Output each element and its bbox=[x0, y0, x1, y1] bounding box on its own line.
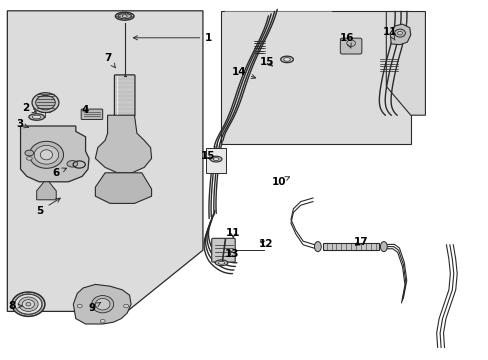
Text: 5: 5 bbox=[37, 198, 60, 216]
FancyBboxPatch shape bbox=[81, 109, 102, 120]
Text: 15: 15 bbox=[200, 150, 215, 161]
Ellipse shape bbox=[67, 161, 78, 167]
Polygon shape bbox=[224, 12, 332, 110]
Text: 4: 4 bbox=[81, 105, 89, 115]
Ellipse shape bbox=[12, 292, 45, 316]
Text: 6: 6 bbox=[53, 168, 66, 178]
Text: 10: 10 bbox=[271, 177, 289, 187]
FancyBboxPatch shape bbox=[114, 75, 135, 116]
Ellipse shape bbox=[95, 298, 110, 310]
Text: 13: 13 bbox=[224, 249, 239, 259]
Polygon shape bbox=[389, 24, 410, 45]
Ellipse shape bbox=[29, 114, 44, 120]
Ellipse shape bbox=[100, 319, 105, 323]
Ellipse shape bbox=[25, 150, 34, 156]
Ellipse shape bbox=[36, 95, 55, 110]
Polygon shape bbox=[95, 115, 151, 173]
Ellipse shape bbox=[280, 56, 293, 63]
Ellipse shape bbox=[19, 297, 38, 311]
Polygon shape bbox=[20, 126, 89, 182]
Ellipse shape bbox=[115, 12, 134, 20]
Text: 1: 1 bbox=[133, 33, 212, 43]
Ellipse shape bbox=[77, 304, 82, 308]
Ellipse shape bbox=[22, 300, 34, 309]
FancyBboxPatch shape bbox=[211, 238, 235, 262]
Text: 12: 12 bbox=[259, 239, 273, 249]
Text: 17: 17 bbox=[353, 237, 367, 247]
Polygon shape bbox=[7, 11, 203, 311]
Ellipse shape bbox=[32, 115, 41, 119]
Text: 15: 15 bbox=[260, 57, 274, 67]
Polygon shape bbox=[386, 12, 425, 115]
Ellipse shape bbox=[34, 145, 59, 164]
Bar bbox=[206, 148, 225, 173]
Ellipse shape bbox=[118, 14, 131, 19]
Ellipse shape bbox=[26, 302, 31, 306]
Ellipse shape bbox=[32, 93, 59, 112]
Text: 16: 16 bbox=[339, 33, 354, 48]
Polygon shape bbox=[73, 284, 131, 324]
Ellipse shape bbox=[283, 58, 290, 61]
Ellipse shape bbox=[40, 150, 53, 160]
Text: 14: 14 bbox=[231, 67, 255, 78]
Ellipse shape bbox=[122, 15, 127, 18]
Ellipse shape bbox=[29, 141, 63, 168]
Text: 9: 9 bbox=[88, 302, 101, 313]
Ellipse shape bbox=[397, 31, 402, 35]
Ellipse shape bbox=[15, 294, 42, 314]
Text: 3: 3 bbox=[16, 119, 29, 129]
Ellipse shape bbox=[210, 156, 222, 162]
Bar bbox=[322, 243, 378, 250]
Ellipse shape bbox=[26, 157, 32, 160]
Polygon shape bbox=[37, 182, 56, 200]
Text: 2: 2 bbox=[22, 103, 37, 113]
Text: 8: 8 bbox=[9, 301, 22, 311]
Ellipse shape bbox=[213, 158, 219, 161]
Ellipse shape bbox=[346, 40, 355, 46]
Ellipse shape bbox=[218, 261, 224, 264]
Ellipse shape bbox=[314, 242, 321, 252]
Ellipse shape bbox=[92, 296, 113, 313]
Text: 7: 7 bbox=[103, 53, 115, 68]
Ellipse shape bbox=[123, 304, 128, 308]
Text: 11: 11 bbox=[382, 27, 397, 40]
FancyBboxPatch shape bbox=[340, 38, 361, 54]
Ellipse shape bbox=[380, 242, 386, 252]
Ellipse shape bbox=[215, 260, 227, 266]
Polygon shape bbox=[95, 173, 151, 203]
Text: 11: 11 bbox=[225, 228, 240, 238]
Polygon shape bbox=[221, 11, 410, 144]
